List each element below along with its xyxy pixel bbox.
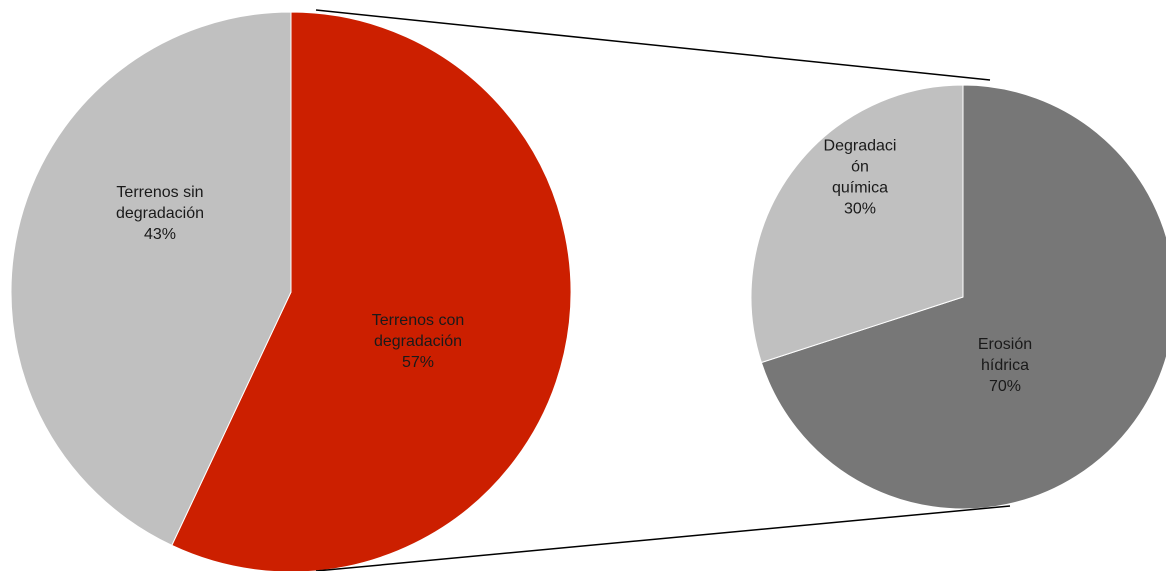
breakdown-pie-slice-1-label: Degradaci ón química 30%: [824, 138, 897, 218]
connector-line-bottom: [315, 505, 1011, 572]
connector-line-top: [315, 9, 991, 81]
breakdown-pie-slice-1: [750, 84, 964, 364]
breakdown-pie-slice-0: [760, 84, 1166, 510]
main-pie-slice-1-label: Terrenos sin degradación 43%: [116, 184, 204, 243]
main-pie-slice-0-label: Terrenos con degradación 57%: [372, 312, 465, 371]
breakdown-pie-slice-0-label: Erosión hídrica 70%: [978, 336, 1032, 395]
main-pie-slice-1: [10, 11, 292, 547]
